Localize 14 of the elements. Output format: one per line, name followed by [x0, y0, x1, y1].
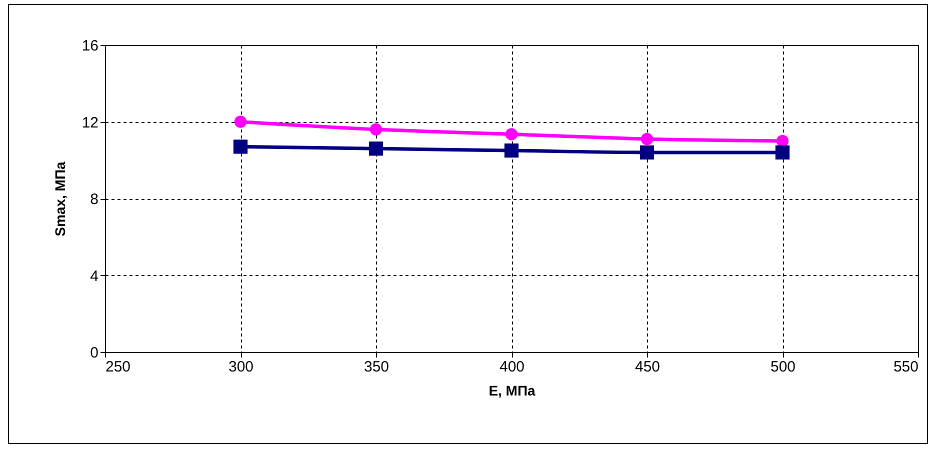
- x-tick-label: 300: [228, 358, 254, 376]
- y-tick-label: 8: [90, 191, 98, 208]
- y-tick-label: 12: [82, 114, 98, 132]
- y-tick-label: 0: [90, 344, 98, 362]
- x-axis-title: E, МПа: [488, 382, 536, 398]
- x-tick-label: 400: [499, 358, 525, 376]
- y-axis-title: Smax, МПа: [52, 161, 68, 236]
- x-tick-label: 350: [364, 358, 390, 376]
- y-tick-label: 16: [82, 38, 98, 54]
- x-tick-label: 550: [893, 358, 918, 376]
- y-tick-label: 4: [90, 268, 98, 285]
- x-tick-label: 500: [770, 358, 796, 376]
- x-tick-label: 450: [634, 358, 660, 376]
- x-tick-label: 250: [106, 358, 131, 376]
